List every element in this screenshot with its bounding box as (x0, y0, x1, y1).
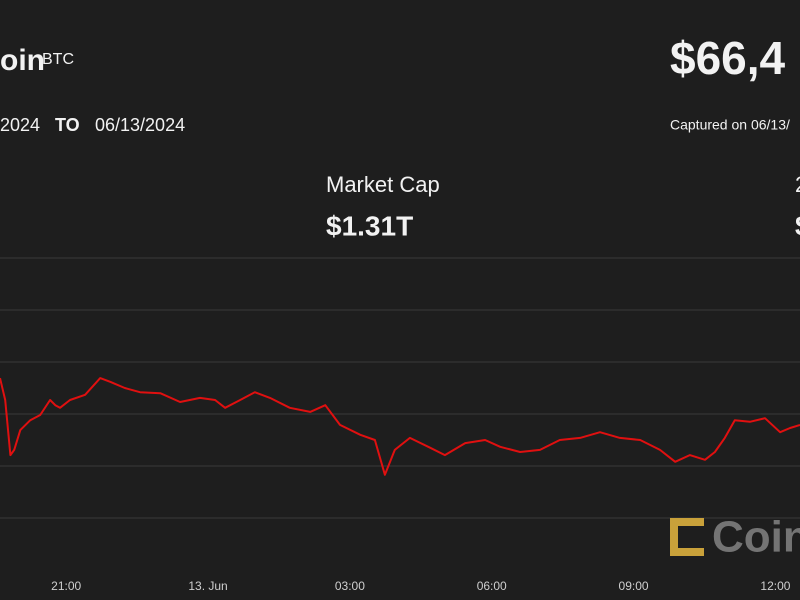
x-tick-label: 21:00 (51, 579, 81, 593)
captured: Captured on 06/13/ (670, 117, 790, 133)
x-tick-label: 09:00 (619, 579, 649, 593)
x-tick-label: 06:00 (477, 579, 507, 593)
x-tick-label: 03:00 (335, 579, 365, 593)
stat-label: 2 (795, 172, 800, 197)
x-tick-label: 13. Jun (188, 579, 227, 593)
from-date: 2024 (0, 115, 40, 135)
to-date: 06/13/2024 (95, 115, 185, 135)
coin-name: oin (0, 44, 45, 77)
stat-value: $ (795, 210, 800, 241)
price-line (0, 377, 800, 476)
watermark-logo (670, 518, 704, 556)
watermark: Coin (712, 513, 800, 562)
coin-symbol: BTC (42, 51, 74, 68)
price: $66,4 (670, 32, 786, 84)
x-tick-label: 12:00 (760, 579, 790, 593)
stat-label: Market Cap (326, 172, 440, 197)
to-word: TO (55, 115, 80, 135)
stat-value: $1.31T (326, 210, 413, 241)
